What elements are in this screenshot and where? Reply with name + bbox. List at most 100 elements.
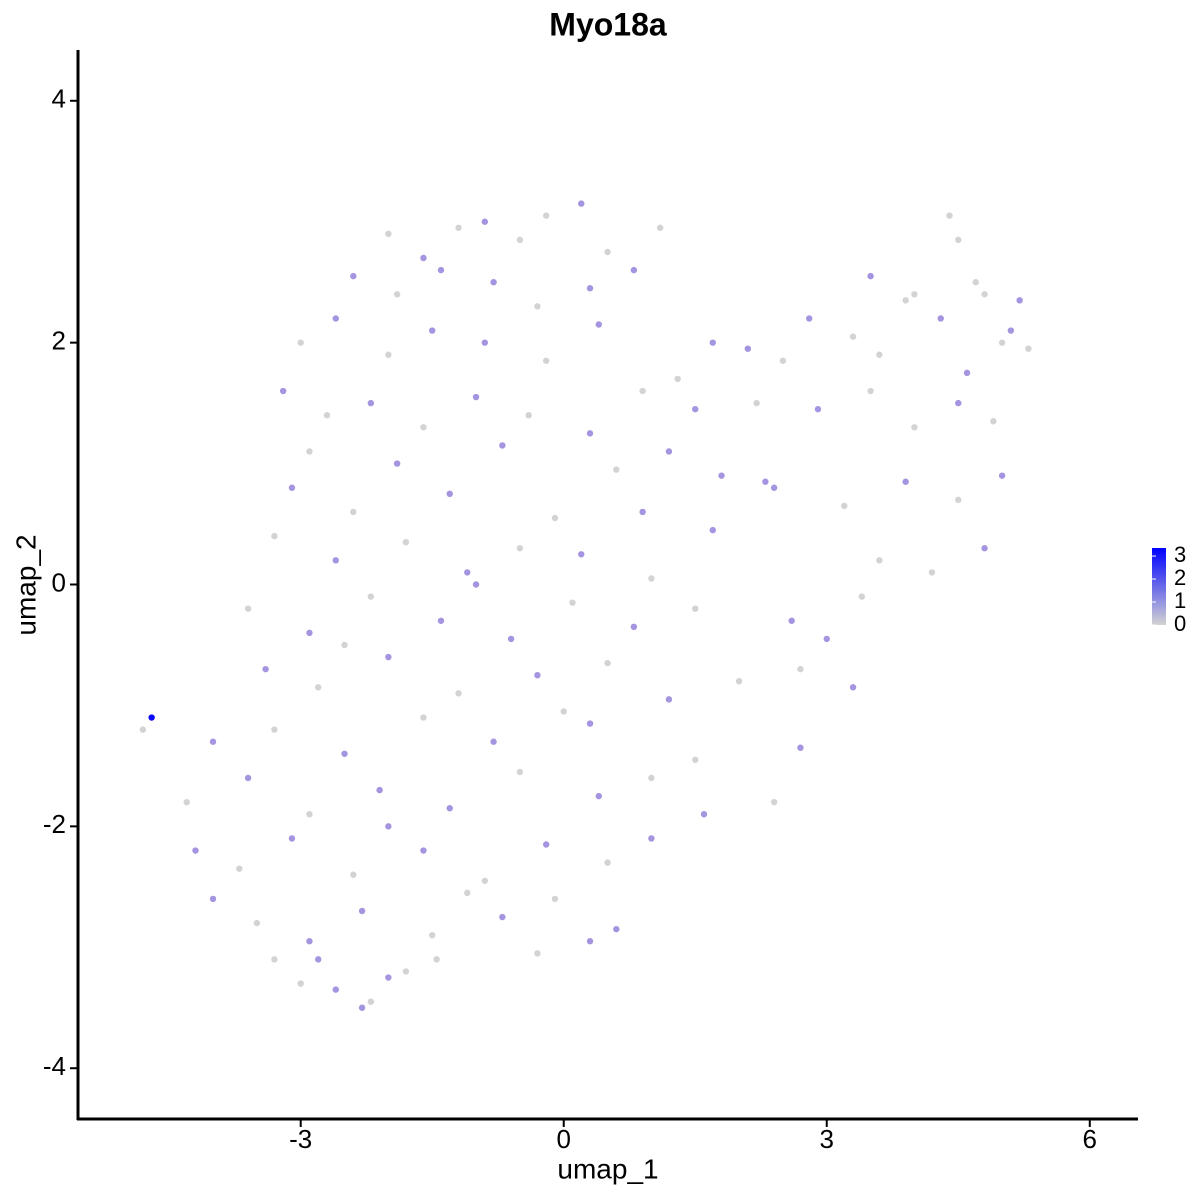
x-tick-label: 6 — [1083, 1124, 1097, 1154]
point — [306, 629, 313, 637]
point — [911, 291, 918, 298]
point — [762, 478, 769, 485]
point — [937, 315, 944, 322]
point — [358, 1004, 366, 1011]
point — [542, 212, 550, 219]
point — [525, 412, 532, 419]
point — [271, 532, 278, 540]
point — [288, 835, 296, 842]
point — [604, 859, 611, 866]
colorbar — [1152, 548, 1166, 625]
point — [674, 375, 681, 383]
point — [455, 224, 462, 231]
point — [867, 272, 874, 280]
point — [1025, 345, 1032, 352]
point — [841, 502, 848, 510]
point — [770, 484, 778, 491]
point — [297, 980, 304, 987]
point — [402, 538, 410, 546]
point — [367, 593, 375, 600]
point — [341, 750, 348, 757]
point — [236, 865, 243, 872]
point — [139, 726, 147, 733]
point — [735, 678, 743, 685]
point — [586, 285, 594, 292]
point — [630, 623, 638, 631]
point — [630, 266, 638, 274]
point — [516, 768, 524, 776]
point — [753, 399, 760, 407]
point — [867, 387, 874, 395]
point — [358, 907, 366, 915]
point — [779, 357, 787, 364]
point — [595, 792, 602, 800]
y-tick-label: 2 — [52, 326, 66, 356]
point — [665, 696, 673, 703]
point — [323, 412, 331, 419]
point — [578, 551, 585, 558]
point — [481, 877, 489, 884]
chart-title: Myo18a — [549, 6, 667, 42]
point — [990, 418, 997, 425]
point — [516, 236, 524, 244]
point — [770, 798, 778, 806]
point — [876, 351, 883, 358]
y-tick-label: -2 — [43, 809, 66, 839]
point — [595, 321, 602, 328]
point — [797, 665, 804, 673]
point — [490, 738, 497, 745]
point — [367, 399, 375, 407]
point — [350, 871, 357, 878]
point — [656, 224, 664, 231]
point — [244, 774, 252, 782]
point — [963, 369, 971, 377]
point — [262, 665, 269, 673]
point — [578, 200, 585, 207]
point — [534, 303, 541, 310]
point — [332, 315, 339, 322]
point — [393, 460, 401, 467]
point — [648, 575, 655, 582]
point — [402, 968, 410, 975]
point — [385, 974, 392, 981]
point — [315, 956, 322, 963]
point — [955, 236, 962, 244]
x-tick-label: -3 — [289, 1124, 312, 1154]
point — [560, 708, 567, 715]
point — [639, 508, 646, 516]
point — [972, 278, 979, 286]
point — [481, 218, 489, 225]
point — [148, 714, 155, 721]
point — [516, 545, 524, 552]
point — [665, 448, 673, 455]
point — [446, 805, 453, 812]
point — [911, 424, 918, 431]
point — [472, 581, 480, 588]
point — [192, 847, 199, 854]
point — [306, 448, 313, 455]
y-tick-label: 4 — [52, 84, 66, 114]
point — [209, 738, 217, 745]
point — [183, 798, 190, 806]
point — [806, 315, 813, 322]
point — [998, 339, 1006, 346]
point — [367, 998, 375, 1005]
point — [253, 919, 261, 927]
point — [507, 635, 515, 643]
point — [613, 925, 620, 933]
point — [420, 847, 427, 854]
point — [332, 986, 339, 993]
point — [876, 557, 883, 564]
point — [393, 291, 401, 298]
point — [586, 430, 594, 437]
point — [613, 466, 620, 473]
point — [981, 291, 988, 298]
point — [315, 684, 322, 691]
point — [586, 938, 594, 945]
point — [306, 938, 313, 945]
point — [551, 514, 559, 522]
point — [542, 357, 550, 364]
point — [823, 635, 830, 643]
points — [139, 200, 1032, 1011]
